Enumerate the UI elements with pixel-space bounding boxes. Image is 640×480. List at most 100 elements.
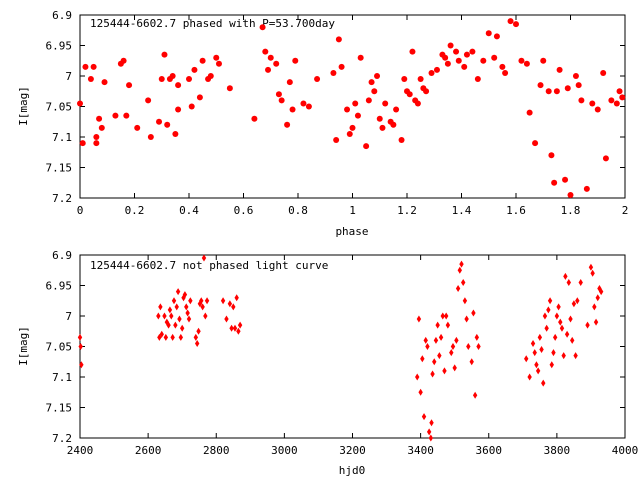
data-point — [417, 76, 424, 83]
data-point — [455, 57, 462, 64]
data-point — [174, 303, 179, 311]
data-point — [199, 57, 206, 64]
data-point — [414, 100, 421, 107]
y-tick-label: 6.95 — [46, 280, 73, 293]
data-point — [474, 76, 481, 83]
data-point — [598, 288, 604, 296]
data-point — [368, 79, 375, 86]
data-point — [452, 364, 457, 372]
data-point — [445, 321, 451, 329]
y-tick-label: 6.9 — [52, 249, 72, 262]
data-point — [442, 367, 447, 375]
data-point — [363, 143, 370, 150]
data-point — [196, 327, 201, 335]
data-point — [78, 343, 83, 350]
y-tick-label: 7.05 — [46, 101, 73, 114]
data-point — [87, 76, 94, 83]
data-point — [237, 321, 243, 329]
data-point — [559, 324, 565, 332]
data-point — [172, 130, 179, 137]
data-point — [349, 124, 356, 131]
x-tick-label: 1.2 — [397, 204, 417, 217]
y-tick-label: 7.1 — [52, 131, 72, 144]
data-point — [96, 115, 103, 122]
data-point — [469, 358, 474, 366]
data-point — [163, 333, 169, 341]
data-point — [170, 333, 175, 341]
x-tick-label: 2 — [622, 204, 629, 217]
data-point — [433, 66, 440, 73]
data-point — [158, 303, 163, 311]
data-point — [472, 391, 478, 399]
data-point — [193, 333, 199, 341]
data-point — [418, 388, 423, 396]
x-tick-label: 0.6 — [234, 204, 254, 217]
data-point — [573, 352, 578, 360]
data-point — [513, 21, 519, 28]
data-point — [616, 88, 623, 95]
data-point — [583, 185, 590, 192]
data-point — [562, 176, 569, 183]
data-point — [161, 51, 168, 58]
data-point — [200, 303, 205, 311]
data-point — [432, 358, 437, 366]
data-point — [527, 373, 532, 381]
data-point — [371, 88, 378, 95]
data-point — [186, 76, 192, 83]
data-point — [592, 303, 597, 311]
data-point — [568, 315, 573, 323]
data-point — [167, 306, 173, 314]
data-point — [463, 51, 470, 58]
data-point — [284, 121, 291, 128]
data-point — [454, 336, 459, 344]
data-point — [173, 321, 178, 329]
data-point — [595, 294, 600, 302]
y-tick-label: 6.95 — [46, 40, 73, 53]
data-point — [398, 137, 405, 144]
data-point — [449, 349, 454, 357]
data-point — [575, 82, 582, 89]
data-point — [524, 355, 529, 363]
data-point — [98, 124, 105, 131]
data-point — [314, 76, 321, 83]
y-tick-label: 7.15 — [46, 162, 73, 175]
data-point — [457, 266, 462, 274]
data-point — [234, 294, 239, 302]
plot-frame — [79, 254, 626, 439]
y-axis-label: I[mag] — [17, 86, 30, 126]
y-tick-label: 7.15 — [46, 402, 73, 415]
data-point — [224, 315, 229, 323]
data-point — [420, 355, 425, 363]
data-points — [77, 254, 604, 442]
data-point — [194, 339, 200, 347]
data-point — [169, 73, 176, 79]
data-point — [430, 370, 435, 378]
data-point — [532, 349, 537, 357]
data-point — [300, 100, 307, 107]
x-tick-label: 0.4 — [179, 204, 199, 217]
data-point — [77, 100, 83, 107]
data-point — [553, 88, 560, 95]
x-tick-label: 0.8 — [288, 204, 308, 217]
data-point — [236, 327, 241, 335]
x-tick-label: 0 — [77, 204, 84, 217]
data-point — [442, 54, 449, 61]
data-point — [518, 57, 525, 64]
data-point — [532, 140, 539, 147]
data-point — [232, 324, 238, 332]
data-point — [145, 97, 152, 104]
data-point — [523, 60, 530, 67]
data-point — [575, 297, 580, 305]
data-point — [215, 60, 222, 67]
data-point — [292, 57, 299, 64]
data-point — [169, 312, 174, 320]
y-tick-label: 7.1 — [52, 371, 72, 384]
y-tick-label: 6.9 — [52, 9, 72, 22]
data-point — [213, 54, 220, 61]
data-point — [530, 339, 536, 347]
data-point — [335, 36, 342, 43]
data-point — [613, 100, 620, 107]
data-point — [428, 434, 434, 442]
data-point — [286, 79, 293, 86]
data-point — [147, 134, 154, 140]
